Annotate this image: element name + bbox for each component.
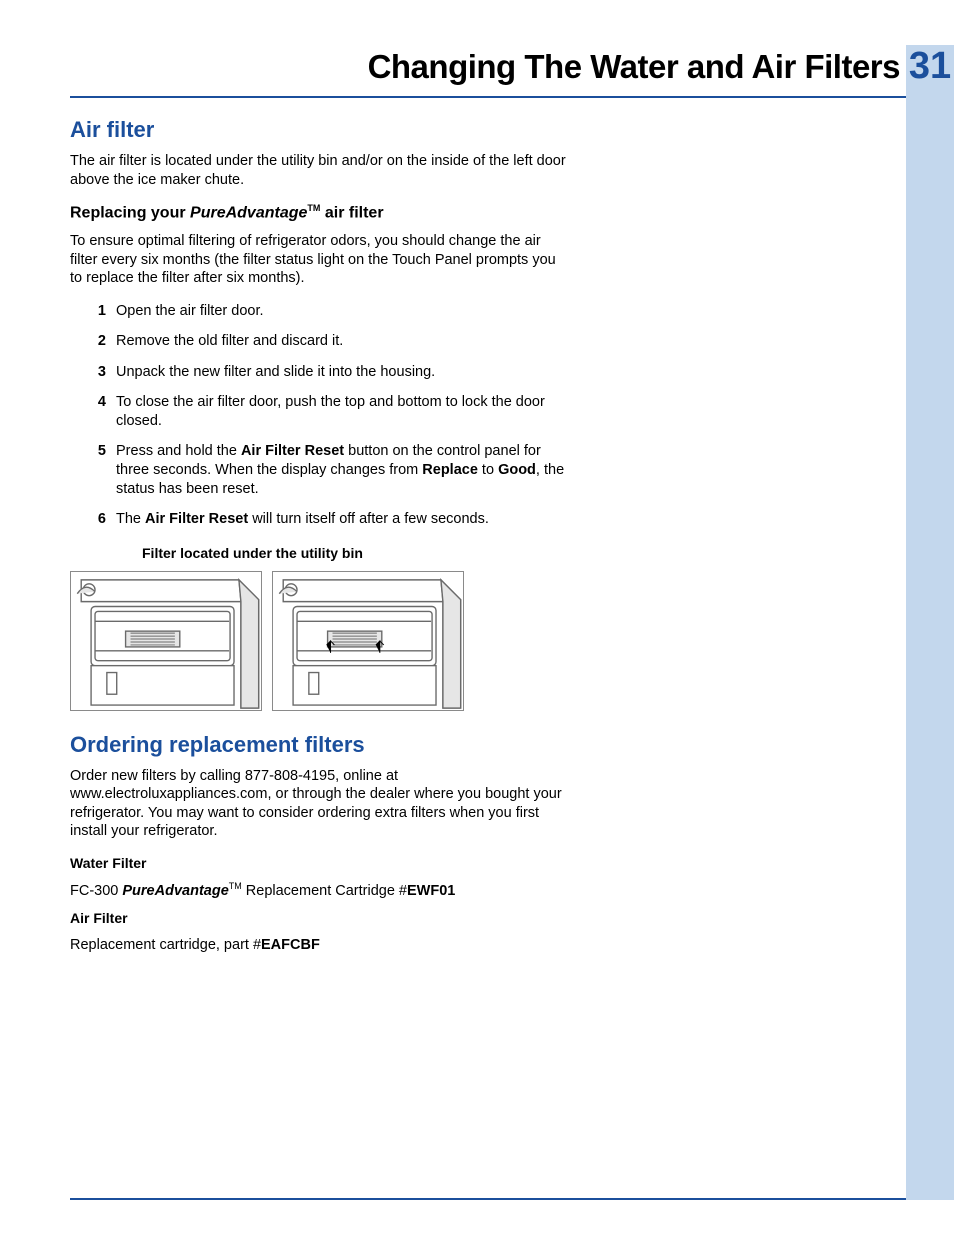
step-5: 5Press and hold the Air Filter Reset but… xyxy=(100,442,570,498)
page-number: 31 xyxy=(906,45,954,88)
step-num: 2 xyxy=(86,332,106,351)
replace-heading: Replacing your PureAdvantageTM air filte… xyxy=(70,203,570,224)
filter-diagram-1 xyxy=(70,571,262,711)
step-1: 1Open the air filter door. xyxy=(100,302,570,321)
step-num: 1 xyxy=(86,302,106,321)
step-num: 6 xyxy=(86,510,106,529)
step-text: Open the air filter door. xyxy=(116,303,264,319)
side-tab xyxy=(906,45,954,1200)
page-title: Changing The Water and Air Filters xyxy=(368,48,900,86)
diagram-row xyxy=(70,571,570,711)
step-text: Unpack the new filter and slide it into … xyxy=(116,364,435,380)
replace-h-pre: Replacing your xyxy=(70,205,190,222)
step-text: To close the air filter door, push the t… xyxy=(116,394,545,429)
ordering-intro: Order new filters by calling 877-808-419… xyxy=(70,767,570,841)
step-text: The Air Filter Reset will turn itself of… xyxy=(116,511,489,527)
water-filter-label: Water Filter xyxy=(70,855,570,873)
air-filter-line: Replacement cartridge, part #EAFCBF xyxy=(70,936,570,955)
step-6: 6The Air Filter Reset will turn itself o… xyxy=(100,510,570,529)
header-rule xyxy=(70,96,906,98)
step-4: 4To close the air filter door, push the … xyxy=(100,393,570,430)
air-filter-heading: Air filter xyxy=(70,116,570,144)
replace-h-brand: PureAdvantage xyxy=(190,205,307,222)
content-column: Air filter The air filter is located und… xyxy=(70,116,570,955)
diagram-caption: Filter located under the utility bin xyxy=(142,545,570,563)
page-header: Changing The Water and Air Filters 31 xyxy=(70,45,954,88)
footer-rule xyxy=(70,1198,906,1200)
filter-diagram-2 xyxy=(272,571,464,711)
steps-list: 1Open the air filter door. 2Remove the o… xyxy=(70,302,570,529)
ordering-heading: Ordering replacement filters xyxy=(70,731,570,759)
air-filter-intro: The air filter is located under the util… xyxy=(70,152,570,189)
step-num: 4 xyxy=(86,393,106,412)
step-3: 3Unpack the new filter and slide it into… xyxy=(100,363,570,382)
replace-intro: To ensure optimal filtering of refrigera… xyxy=(70,232,570,288)
step-2: 2Remove the old filter and discard it. xyxy=(100,332,570,351)
replace-h-tm: TM xyxy=(307,203,320,213)
replace-h-post: air filter xyxy=(320,205,383,222)
step-num: 3 xyxy=(86,363,106,382)
step-text: Press and hold the Air Filter Reset butt… xyxy=(116,443,564,496)
step-text: Remove the old filter and discard it. xyxy=(116,333,343,349)
step-num: 5 xyxy=(86,442,106,461)
air-filter-label: Air Filter xyxy=(70,910,570,928)
water-filter-line: FC-300 PureAdvantageTM Replacement Cartr… xyxy=(70,881,570,900)
